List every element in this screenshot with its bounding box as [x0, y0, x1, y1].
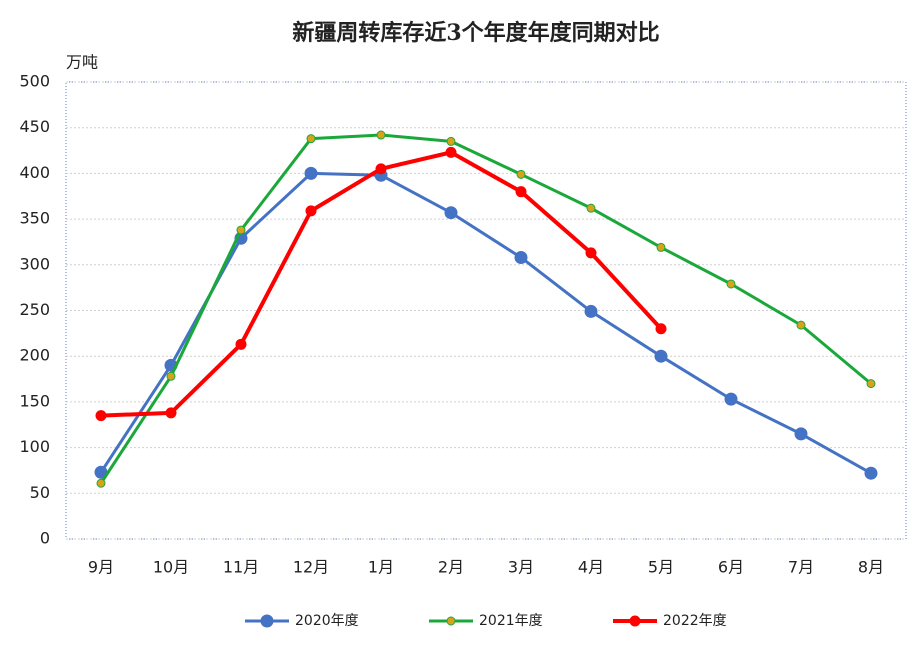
y-tick-label: 350: [19, 209, 50, 228]
y-tick-label: 300: [19, 254, 50, 273]
x-tick-label: 10月: [153, 558, 189, 577]
y-tick-label: 100: [19, 437, 50, 456]
x-tick-label: 4月: [578, 558, 604, 577]
data-point: [514, 250, 528, 264]
legend-marker: [260, 614, 274, 628]
legend-text: 2020年度: [295, 613, 359, 629]
data-point: [654, 349, 668, 363]
y-tick-label: 400: [19, 163, 50, 182]
data-point: [516, 169, 526, 179]
data-point: [864, 466, 878, 480]
x-tick-label: 3月: [508, 558, 534, 577]
x-tick-label: 8月: [858, 558, 884, 577]
data-point: [236, 225, 246, 235]
data-point: [515, 186, 527, 198]
x-tick-label: 5月: [648, 558, 674, 577]
series-line: [99, 133, 872, 485]
data-point: [166, 371, 176, 381]
data-point: [95, 410, 107, 422]
chart-title: 新疆周转库存近3个年度年度同期对比: [292, 20, 659, 46]
y-tick-label: 0: [40, 529, 50, 548]
data-point: [584, 304, 598, 318]
data-point: [376, 130, 386, 140]
data-point: [866, 379, 876, 389]
data-point: [796, 320, 806, 330]
data-point: [445, 146, 457, 158]
y-tick-label: 450: [19, 117, 50, 136]
x-tick-label: 9月: [88, 558, 114, 577]
legend-marker: [446, 616, 456, 626]
y-tick-label: 150: [19, 391, 50, 410]
data-point: [375, 163, 387, 175]
x-tick-label: 6月: [718, 558, 744, 577]
data-point: [304, 166, 318, 180]
y-tick-label: 250: [19, 300, 50, 319]
data-point: [96, 478, 106, 488]
data-point: [165, 407, 177, 419]
series-line: [99, 171, 872, 475]
y-tick-label: 500: [19, 72, 50, 91]
y-tick-label: 50: [30, 483, 50, 502]
data-point: [306, 134, 316, 144]
legend-text: 2021年度: [479, 613, 543, 629]
data-point: [446, 136, 456, 146]
data-point: [794, 427, 808, 441]
x-tick-label: 12月: [293, 558, 329, 577]
data-point: [444, 206, 458, 220]
legend-marker: [629, 615, 641, 627]
data-point: [726, 279, 736, 289]
data-point: [724, 392, 738, 406]
data-point: [656, 242, 666, 252]
x-tick-label: 2月: [438, 558, 464, 577]
x-tick-label: 1月: [368, 558, 394, 577]
data-point: [586, 203, 596, 213]
data-point: [655, 323, 667, 335]
y-tick-label: 200: [19, 346, 50, 365]
data-point: [305, 205, 317, 217]
legend-text: 2022年度: [663, 613, 727, 629]
x-tick-label: 11月: [223, 558, 259, 577]
x-tick-label: 7月: [788, 558, 814, 577]
data-point: [235, 338, 247, 350]
data-point: [585, 247, 597, 259]
y-axis-label: 万吨: [66, 53, 98, 72]
